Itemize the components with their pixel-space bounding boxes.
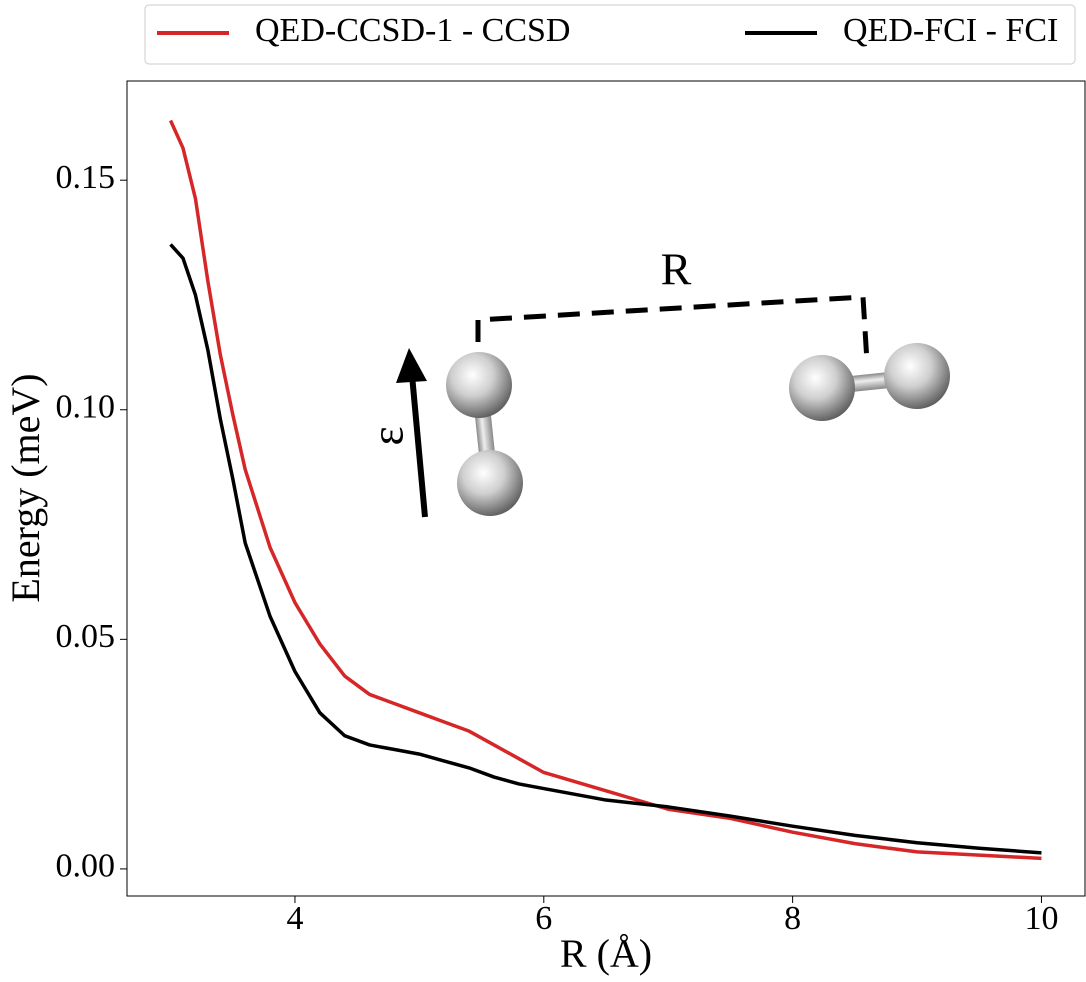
atom	[457, 450, 523, 516]
x-tick-label: 4	[286, 900, 303, 937]
inset: R ε	[362, 244, 950, 518]
atom	[789, 355, 855, 421]
inset-label: ε	[362, 426, 413, 445]
plot-frame	[126, 80, 1086, 897]
y-tick-label: 0.15	[56, 159, 116, 196]
legend-box	[144, 4, 1076, 65]
y-tick-label: 0.05	[56, 618, 116, 655]
distance-bracket	[475, 294, 870, 363]
legend-label: QED-CCSD-1 - CCSD	[255, 12, 570, 49]
y-tick-label: 0.10	[56, 389, 116, 426]
x-tick-label: 10	[1024, 900, 1058, 937]
y-axis-label: Energy (meV)	[3, 373, 48, 602]
inset-label: R	[661, 244, 692, 295]
x-tick-label: 6	[535, 900, 552, 937]
y-tick-label: 0.00	[56, 848, 116, 885]
line-series	[168, 119, 1042, 861]
x-axis-label: R (Å)	[560, 931, 652, 976]
x-tick-label: 8	[784, 900, 801, 937]
atom	[884, 343, 950, 409]
atom	[446, 352, 512, 418]
legend-label: QED-FCI - FCI	[843, 12, 1058, 49]
line-series	[169, 243, 1042, 855]
field-arrow	[409, 374, 428, 518]
field-arrow-head	[396, 348, 427, 383]
